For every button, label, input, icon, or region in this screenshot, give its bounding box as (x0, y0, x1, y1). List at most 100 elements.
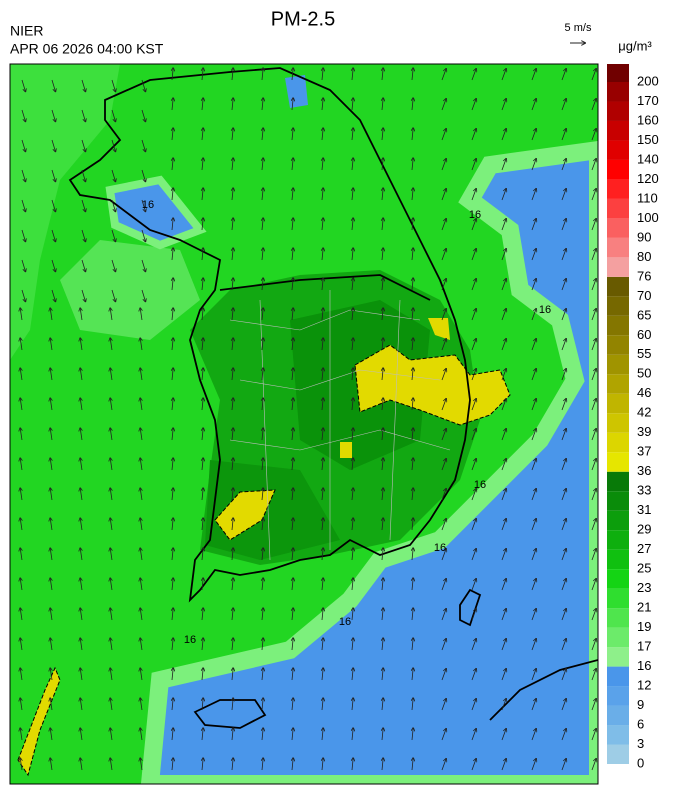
wind-arrow (262, 68, 263, 81)
wind-arrow (50, 698, 52, 711)
wind-arrow (232, 698, 233, 711)
wind-arrow (202, 488, 203, 501)
wind-arrow (531, 369, 536, 381)
wind-arrow (232, 728, 233, 741)
colorbar-swatch (607, 627, 629, 648)
colorbar-swatch (607, 686, 629, 706)
wind-arrow (591, 339, 596, 351)
wind-arrow (292, 668, 293, 681)
wind-arrow (322, 98, 323, 111)
wind-arrow (141, 109, 145, 121)
wind-arrow (441, 579, 446, 591)
colorbar-swatch (607, 666, 629, 687)
wind-arrow (322, 698, 323, 711)
wind-arrow (531, 249, 536, 261)
wind-arrow (292, 278, 293, 291)
wind-arrow (20, 518, 22, 531)
wind-arrow (141, 199, 145, 211)
wind-arrow (382, 278, 383, 291)
wind-arrow (202, 608, 203, 621)
wind-arrow (20, 758, 22, 771)
wind-arrow (322, 668, 323, 681)
wind-arrow (262, 98, 263, 111)
colorbar-label: 37 (637, 444, 651, 459)
wind-arrow (172, 98, 173, 111)
wind-arrow (110, 608, 112, 621)
wind-arrow (202, 128, 203, 141)
wind-arrow (21, 79, 25, 91)
wind-arrow (81, 289, 85, 301)
wind-arrow (110, 398, 112, 411)
wind-arrow (262, 728, 263, 741)
wind-arrow (412, 308, 413, 321)
wind-arrow (352, 68, 353, 81)
wind-arrow (352, 458, 353, 471)
wind-arrow (561, 549, 566, 561)
wind-arrow (262, 308, 263, 321)
wind-arrow (412, 548, 413, 561)
wind-arrow (382, 608, 383, 621)
wind-arrow (561, 639, 566, 651)
wind-arrow (81, 79, 85, 91)
wind-arrow (111, 169, 115, 181)
wind-arrow (322, 218, 323, 231)
wind-arrow (382, 758, 383, 771)
wind-arrow (20, 608, 22, 621)
wind-arrow (172, 218, 173, 231)
colorbar: 0369121617192123252729313336373942465055… (607, 64, 659, 770)
wind-arrow (232, 308, 233, 321)
wind-arrow (21, 199, 25, 211)
wind-arrow (561, 399, 566, 411)
wind-arrow (441, 309, 446, 321)
wind-arrow (140, 458, 142, 471)
contour-label: 16 (184, 634, 196, 646)
wind-arrow (51, 139, 55, 151)
wind-arrow (292, 518, 293, 531)
wind-arrow (471, 189, 476, 201)
wind-arrow (172, 698, 173, 711)
wind-arrow (441, 159, 446, 171)
colorbar-swatch (607, 725, 629, 745)
wind-arrow (51, 259, 55, 271)
datetime: APR 06 2026 04:00 KST (10, 41, 164, 57)
wind-arrow (202, 68, 203, 81)
wind-arrow (262, 428, 263, 441)
wind-arrow (140, 698, 142, 711)
vector-scale: 5 m/s (565, 22, 592, 34)
contour-label: 16 (434, 542, 446, 554)
wind-arrow (322, 308, 323, 321)
wind-arrow (292, 98, 293, 111)
wind-arrow (202, 698, 203, 711)
wind-arrow (172, 518, 173, 531)
wind-arrow (262, 698, 263, 711)
wind-arrow (471, 669, 476, 681)
wind-arrow (352, 668, 353, 681)
colorbar-swatch (607, 510, 629, 531)
wind-arrow (501, 609, 506, 621)
wind-arrow (141, 169, 145, 181)
wind-arrow (322, 398, 323, 411)
wind-arrow (262, 458, 263, 471)
wind-arrow (561, 699, 566, 711)
wind-arrow (441, 489, 446, 501)
wind-arrow (111, 199, 115, 211)
wind-arrow (20, 428, 22, 441)
wind-arrow (412, 578, 413, 591)
wind-arrow (412, 158, 413, 171)
wind-arrow (561, 729, 566, 741)
colorbar-label: 19 (637, 619, 651, 634)
wind-arrow (21, 169, 25, 181)
wind-arrow (232, 188, 233, 201)
wind-arrow (20, 368, 22, 381)
wind-arrow (80, 608, 82, 621)
wind-arrow (111, 259, 115, 271)
wind-arrow (471, 99, 476, 111)
wind-arrow (352, 428, 353, 441)
wind-arrow (382, 338, 383, 351)
low-area (285, 75, 308, 108)
wind-arrow (591, 279, 596, 291)
wind-arrow (140, 668, 142, 681)
wind-arrow (202, 308, 203, 321)
colorbar-swatch (607, 471, 629, 492)
colorbar-swatch (607, 452, 629, 472)
